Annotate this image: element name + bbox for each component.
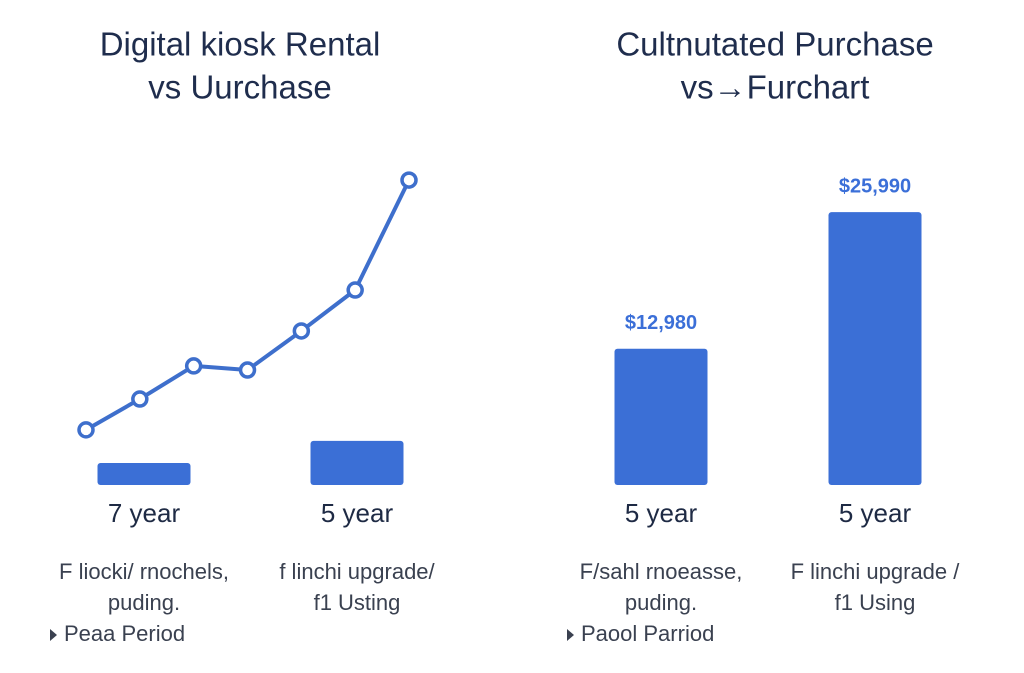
x-tick-label: 5 year — [321, 498, 394, 528]
note: Paool Parriod — [581, 621, 714, 646]
line-point — [238, 361, 257, 379]
line-point — [77, 421, 95, 439]
note: f1 Using — [835, 590, 916, 615]
x-tick-label: 7 year — [108, 498, 181, 528]
line-point — [184, 357, 203, 375]
line-point — [292, 322, 311, 340]
bullet-icon — [567, 629, 574, 641]
chart-title: Cultnutated Purchase — [616, 26, 933, 63]
note: F/sahl rnoeasse, — [580, 559, 743, 584]
value-label: $12,980 — [625, 312, 697, 334]
bar — [310, 440, 404, 485]
chart-title: vs Uurchase — [148, 69, 331, 106]
note: F linchi upgrade / — [791, 559, 961, 584]
line-point — [346, 281, 364, 299]
note: f1 Usting — [314, 590, 401, 615]
x-tick-label: 5 year — [839, 498, 912, 528]
note: F liocki/ rnochels, — [59, 559, 229, 584]
bar — [828, 212, 922, 486]
note: f linchi upgrade/ — [279, 559, 435, 584]
note: puding. — [108, 590, 180, 615]
line-point — [131, 390, 149, 408]
bullet-icon — [50, 629, 57, 641]
x-tick-label: 5 year — [625, 498, 698, 528]
note: Peaa Period — [64, 621, 185, 646]
value-label: $25,990 — [839, 175, 911, 197]
chart-title: vs→Furchart — [681, 69, 870, 106]
bar — [97, 462, 191, 485]
line-point — [400, 171, 418, 189]
bar — [614, 348, 708, 485]
chart-title: Digital kiosk Rental — [100, 26, 381, 63]
note: puding. — [625, 590, 697, 615]
